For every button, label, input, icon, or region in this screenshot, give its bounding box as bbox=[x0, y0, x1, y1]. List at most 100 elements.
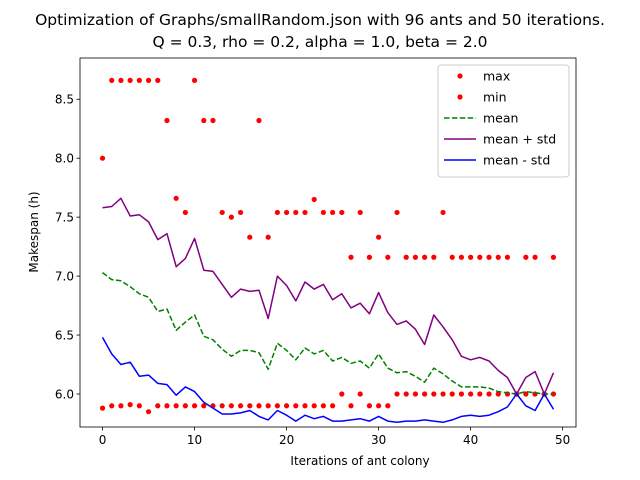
point-max-34 bbox=[412, 254, 419, 260]
y-tick-label-6.0: 6.0 bbox=[55, 387, 74, 401]
point-max-22 bbox=[302, 209, 308, 216]
plot-area bbox=[99, 77, 557, 424]
plot-frame bbox=[79, 57, 577, 428]
point-min-3 bbox=[127, 402, 133, 408]
point-min-28 bbox=[357, 391, 363, 397]
point-min-23 bbox=[311, 403, 317, 409]
point-max-33 bbox=[403, 254, 409, 260]
point-min-15 bbox=[237, 403, 244, 409]
y-tick-label-8.0: 8.0 bbox=[55, 152, 74, 166]
chart-title: Optimization of Graphs/smallRandom.json … bbox=[35, 11, 605, 29]
point-max-12 bbox=[210, 117, 216, 124]
point-max-13 bbox=[219, 209, 225, 216]
point-max-11 bbox=[201, 117, 207, 124]
x-tick-label-20: 20 bbox=[279, 433, 294, 447]
point-min-29 bbox=[366, 403, 373, 409]
point-min-34 bbox=[412, 391, 419, 397]
point-min-35 bbox=[422, 391, 428, 397]
point-min-27 bbox=[348, 403, 354, 409]
point-max-47 bbox=[532, 254, 538, 260]
legend-label-max: max bbox=[483, 69, 510, 84]
point-max-6 bbox=[155, 77, 161, 83]
legend-label-mean-std: mean - std bbox=[483, 153, 550, 168]
point-max-8 bbox=[173, 195, 179, 201]
point-min-8 bbox=[173, 403, 179, 409]
point-max-38 bbox=[449, 254, 455, 260]
x-tick-label-30: 30 bbox=[371, 433, 386, 447]
point-min-36 bbox=[431, 391, 437, 397]
point-min-14 bbox=[228, 403, 234, 409]
point-max-43 bbox=[495, 254, 501, 260]
point-min-41 bbox=[477, 391, 483, 397]
point-max-24 bbox=[320, 209, 326, 216]
point-min-22 bbox=[302, 403, 308, 409]
point-max-5 bbox=[145, 77, 152, 83]
point-min-38 bbox=[449, 391, 455, 397]
point-max-21 bbox=[293, 209, 299, 216]
x-tick-label-50: 50 bbox=[555, 433, 570, 447]
legend-marker-max bbox=[457, 73, 463, 79]
series-mean-std-line bbox=[101, 337, 555, 424]
point-min-10 bbox=[191, 403, 198, 409]
point-min-25 bbox=[330, 403, 336, 409]
point-min-37 bbox=[440, 391, 446, 397]
point-min-33 bbox=[403, 391, 409, 397]
point-max-14 bbox=[228, 214, 234, 220]
legend-label-mean: mean bbox=[483, 111, 518, 126]
point-max-23 bbox=[311, 196, 317, 203]
point-max-28 bbox=[357, 209, 363, 216]
series-mean-std-line bbox=[102, 197, 555, 395]
point-min-17 bbox=[256, 403, 262, 409]
point-max-19 bbox=[274, 209, 280, 216]
series-min-points bbox=[99, 391, 557, 415]
point-max-39 bbox=[458, 254, 465, 260]
y-tick-label-6.5: 6.5 bbox=[55, 328, 74, 342]
series-mean-line bbox=[102, 272, 554, 395]
point-min-7 bbox=[164, 403, 170, 409]
point-max-40 bbox=[468, 254, 474, 260]
y-axis-label: Makespan (h) bbox=[27, 191, 41, 273]
x-axis-label: Iterations of ant colony bbox=[290, 454, 430, 468]
legend-box bbox=[437, 64, 570, 178]
point-max-26 bbox=[339, 209, 345, 216]
point-min-6 bbox=[155, 403, 161, 409]
point-min-43 bbox=[495, 391, 501, 397]
point-max-31 bbox=[385, 254, 391, 260]
point-min-30 bbox=[376, 403, 382, 409]
point-max-7 bbox=[164, 117, 170, 124]
point-max-30 bbox=[376, 234, 382, 240]
legend: max min mean mean + std mean - std bbox=[437, 64, 570, 178]
point-min-13 bbox=[219, 403, 225, 409]
legend-label-mean-std: mean + std bbox=[483, 132, 556, 147]
point-max-42 bbox=[486, 254, 492, 260]
point-min-11 bbox=[201, 403, 207, 409]
legend-label-min: min bbox=[483, 90, 507, 105]
point-min-24 bbox=[320, 403, 326, 409]
x-tick-label-0: 0 bbox=[99, 433, 107, 447]
point-max-2 bbox=[118, 77, 124, 83]
point-min-1 bbox=[109, 403, 115, 409]
legend-marker-min bbox=[457, 94, 463, 100]
point-min-20 bbox=[283, 403, 290, 409]
point-max-44 bbox=[504, 254, 511, 260]
point-max-4 bbox=[136, 77, 142, 83]
point-min-5 bbox=[145, 409, 152, 415]
point-min-2 bbox=[118, 403, 124, 409]
point-min-18 bbox=[265, 403, 271, 409]
point-min-26 bbox=[339, 391, 345, 397]
point-min-0 bbox=[99, 405, 106, 411]
point-max-32 bbox=[394, 209, 400, 216]
point-max-27 bbox=[348, 254, 354, 260]
point-max-15 bbox=[237, 209, 244, 216]
point-max-49 bbox=[550, 254, 557, 260]
point-max-3 bbox=[127, 77, 133, 83]
point-max-37 bbox=[440, 209, 446, 216]
y-tick-label-8.5: 8.5 bbox=[55, 93, 74, 107]
point-min-9 bbox=[182, 403, 188, 409]
point-min-16 bbox=[247, 403, 253, 409]
point-min-31 bbox=[385, 403, 391, 409]
point-min-19 bbox=[274, 403, 280, 409]
point-max-46 bbox=[523, 254, 529, 260]
point-max-18 bbox=[265, 234, 271, 240]
